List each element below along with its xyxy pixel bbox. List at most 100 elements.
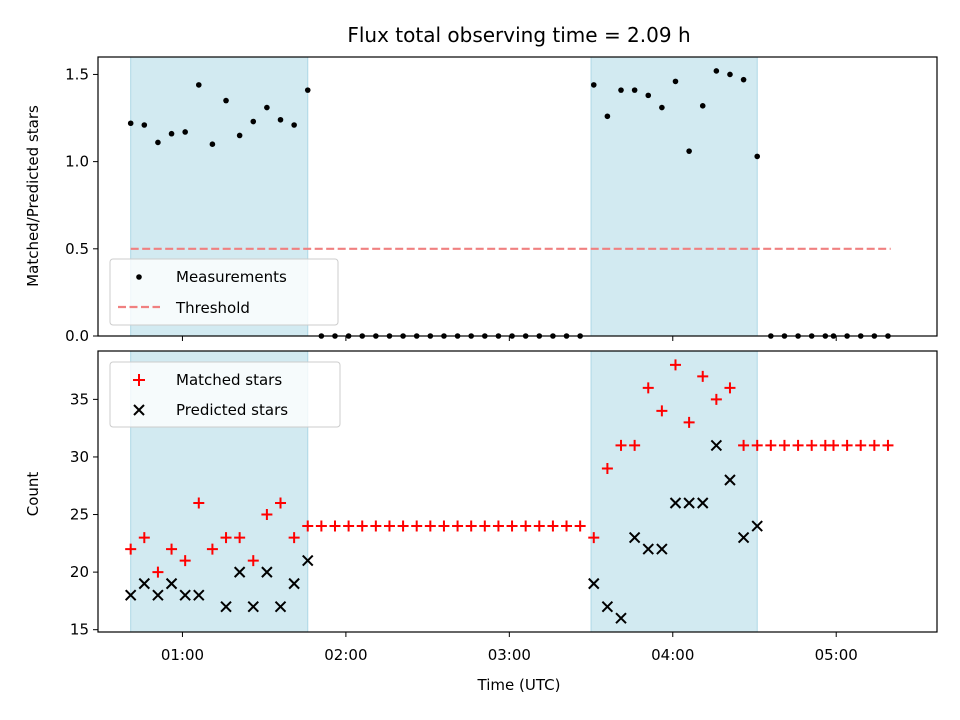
- legend-marker-measurements: [136, 274, 142, 280]
- predicted-stars-point: [274, 600, 287, 613]
- matched-stars-point: [506, 520, 518, 532]
- predicted-stars-point: [737, 531, 750, 544]
- measurement-point: [223, 97, 229, 104]
- predicted-stars-point: [179, 589, 191, 601]
- matched-stars-point: [882, 439, 894, 451]
- predicted-stars-point: [751, 520, 763, 532]
- y-tick-label: 25: [70, 506, 89, 524]
- matched-stars-point: [601, 462, 613, 474]
- measurement-point: [590, 82, 597, 88]
- predicted-stars-point: [683, 497, 695, 509]
- predicted-stars-point: [588, 577, 600, 590]
- y-axis-label-count: Count: [24, 472, 42, 517]
- matched-stars-point: [329, 520, 341, 532]
- y-tick-label: 35: [70, 390, 89, 408]
- predicted-stars-point: [165, 577, 178, 590]
- legend-marker-predicted: [133, 404, 145, 416]
- matched-stars-point: [261, 509, 273, 521]
- matched-stars-point: [778, 439, 790, 451]
- legend-box: [109, 258, 339, 326]
- legend-counts: Matched stars Predicted stars: [109, 361, 341, 428]
- legend-label-matched: Matched stars: [176, 371, 282, 389]
- matched-stars-point: [827, 439, 839, 451]
- predicted-stars-point: [724, 474, 736, 486]
- matched-stars-point: [166, 543, 178, 555]
- matched-stars-point: [710, 393, 722, 405]
- measurement-point: [209, 141, 216, 147]
- measurement-point: [141, 122, 148, 128]
- y-tick-label: 0.0: [65, 327, 89, 345]
- matched-stars-point: [547, 520, 559, 532]
- observing-span: [590, 56, 758, 337]
- matched-stars-point: [533, 520, 545, 532]
- y-axis-label-ratio: Matched/Predicted stars: [24, 105, 42, 287]
- measurement-point: [195, 82, 202, 88]
- legend-ratio: Measurements Threshold: [109, 258, 339, 326]
- matched-stars-point: [642, 382, 654, 394]
- matched-stars-point: [697, 370, 709, 382]
- predicted-stars-point: [697, 497, 709, 509]
- y-tick-label: 1.0: [65, 153, 89, 171]
- predicted-stars-point: [247, 600, 259, 613]
- matched-stars-point: [452, 520, 464, 532]
- x-tick-label: 05:00: [815, 646, 858, 664]
- matched-stars-point: [383, 520, 395, 532]
- matched-stars-point: [669, 359, 681, 371]
- matched-stars-point: [275, 497, 287, 509]
- matched-stars-point: [738, 439, 750, 451]
- measurement-point: [631, 87, 638, 93]
- matched-stars-point: [247, 555, 259, 567]
- predicted-stars-point: [615, 612, 627, 624]
- x-tick-label: 03:00: [488, 646, 531, 664]
- matched-stars-point: [615, 439, 627, 451]
- matched-stars-point: [792, 439, 804, 451]
- predicted-stars-point: [601, 600, 614, 613]
- panel-counts: 15 20 25 30 35 01:00 02:00 03:00 04:00 05:00: [70, 350, 938, 664]
- measurement-point: [127, 120, 134, 127]
- matched-stars-point: [288, 532, 300, 544]
- measurement-point: [740, 76, 747, 83]
- measurement-point: [155, 139, 161, 146]
- x-tick-label: 01:00: [161, 646, 204, 664]
- y-tick-label: 15: [70, 621, 89, 639]
- matched-stars-point: [343, 520, 355, 532]
- predicted-stars-point: [302, 554, 314, 567]
- predicted-stars-point: [628, 531, 641, 544]
- matched-stars-point: [751, 439, 763, 451]
- measurement-point: [250, 118, 257, 125]
- legend-label-measurements: Measurements: [176, 268, 287, 286]
- x-tick-label: 04:00: [651, 646, 694, 664]
- matched-stars-point: [220, 532, 232, 544]
- y-tick-label: 0.5: [65, 240, 89, 258]
- predicted-stars-point: [642, 543, 654, 555]
- matched-stars-point: [234, 532, 246, 544]
- measurement-point: [659, 104, 665, 111]
- matched-stars-point: [193, 497, 205, 509]
- legend-box: [109, 361, 341, 428]
- matched-stars-point: [302, 520, 314, 532]
- predicted-stars-point: [233, 566, 246, 578]
- chart-title: Flux total observing time = 2.09 h: [347, 23, 690, 47]
- matched-stars-point: [492, 520, 504, 532]
- matched-stars-point: [683, 416, 695, 428]
- measurement-point: [713, 68, 720, 74]
- x-axis-label: Time (UTC): [477, 676, 561, 694]
- matched-stars-point: [520, 520, 532, 532]
- predicted-stars-point: [656, 543, 668, 555]
- predicted-stars-point: [261, 566, 273, 578]
- predicted-stars-point: [193, 589, 205, 601]
- measurement-point: [304, 87, 311, 93]
- matched-stars-point: [656, 405, 668, 417]
- predicted-stars-point: [124, 589, 137, 601]
- matched-stars-point: [179, 555, 191, 567]
- matched-stars-point: [724, 382, 736, 394]
- measurement-point: [277, 116, 284, 123]
- legend-marker-matched: [133, 374, 145, 386]
- y-tick-label: 20: [70, 563, 89, 581]
- matched-stars-point: [138, 532, 150, 544]
- observing-span: [590, 350, 758, 633]
- measurement-point: [182, 129, 188, 135]
- matched-stars-point: [397, 520, 409, 532]
- measurement-point: [618, 87, 624, 93]
- matched-stars-point: [806, 439, 818, 451]
